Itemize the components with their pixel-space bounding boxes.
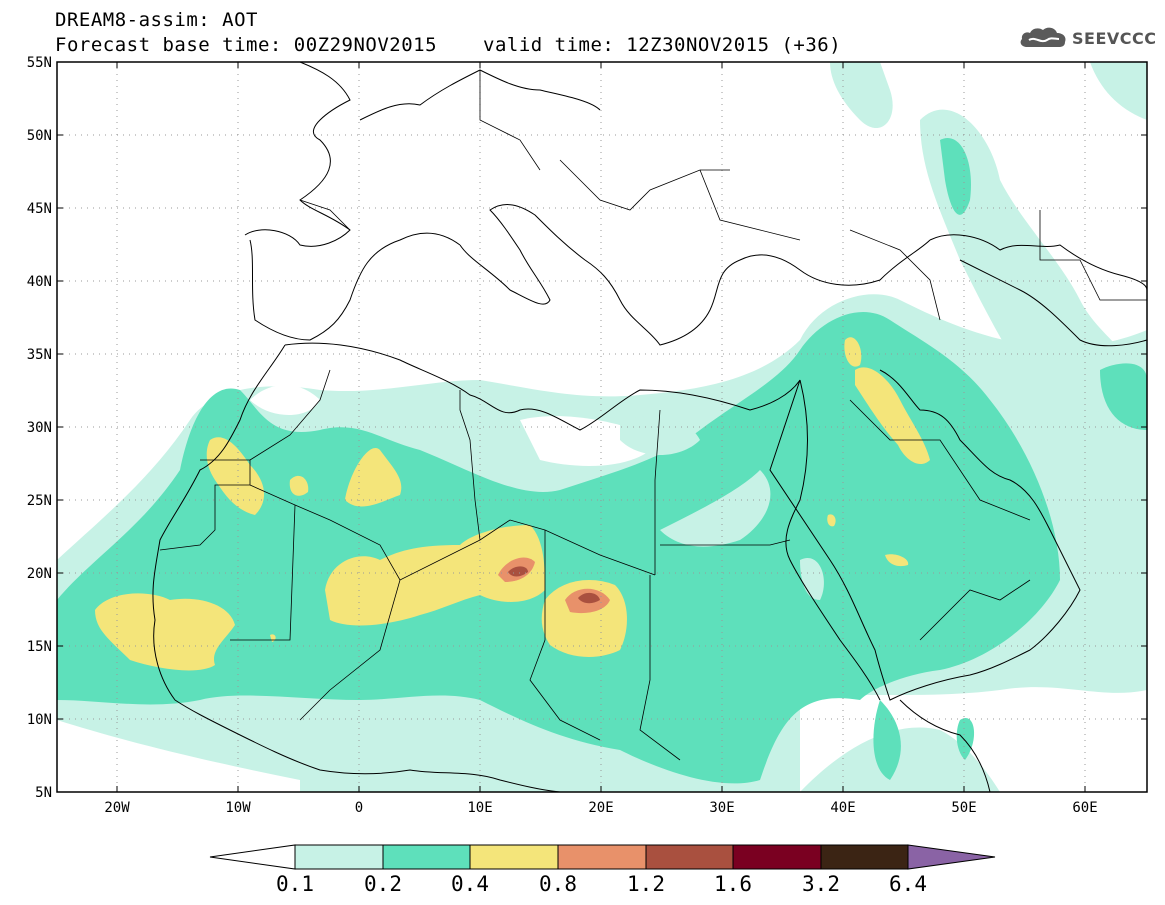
lon-label: 10E: [467, 800, 492, 816]
cloud-icon: [1020, 27, 1066, 47]
lat-label: 15N: [27, 639, 52, 655]
aot-contour-1.2: [508, 566, 600, 604]
lon-label: 60E: [1072, 800, 1097, 816]
aot-contour-0.4: [95, 337, 930, 671]
lon-label: 20W: [104, 800, 130, 816]
forecast-base-time: Forecast base time: 00Z29NOV2015: [55, 34, 438, 56]
borders: [159, 70, 1147, 761]
aot-inner-gaps: [620, 416, 824, 600]
colorbar-label: 1.6: [714, 872, 752, 896]
lat-label: 20N: [27, 566, 52, 582]
colorbar-bin: [557, 844, 647, 870]
lat-label: 30N: [27, 420, 52, 436]
lon-labels: 20W 10W 0 10E 20E 30E 40E 50E 60E: [104, 800, 1097, 816]
lat-label: 55N: [27, 55, 52, 71]
colorbar-bin: [820, 844, 909, 870]
colorbar-bin: [382, 844, 471, 870]
aot-contour-0.2: [57, 138, 1147, 784]
colorbar-label: 0.1: [276, 872, 314, 896]
colorbar-over-arrow: [907, 844, 996, 870]
colorbar-bin: [469, 844, 559, 870]
lat-label: 35N: [27, 347, 52, 363]
aot-field: [57, 62, 1147, 792]
lat-labels: 55N 50N 45N 40N 35N 30N 25N 20N 15N 10N …: [27, 55, 52, 801]
lon-label: 40E: [830, 800, 855, 816]
colorbar-bin: [732, 844, 822, 870]
colorbar-bin: [294, 844, 384, 870]
colorbar-label: 0.8: [539, 872, 577, 896]
colorbar-label: 0.2: [364, 872, 402, 896]
lat-label: 45N: [27, 201, 52, 217]
axis-ticks: [57, 61, 1147, 793]
colorbar-labels: 0.1 0.2 0.4 0.8 1.2 1.6 3.2 6.4: [0, 874, 1165, 902]
colorbar-label: 0.4: [451, 872, 489, 896]
colorbar: [209, 844, 996, 870]
colorbar-label: 1.2: [627, 872, 665, 896]
lon-label: 30E: [709, 800, 734, 816]
lat-label: 5N: [35, 785, 52, 801]
colorbar-under-arrow: [209, 844, 296, 870]
lat-label: 25N: [27, 493, 52, 509]
valid-time: valid time: 12Z30NOV2015 (+36): [483, 34, 842, 56]
lon-label: 0: [355, 800, 363, 816]
lat-label: 40N: [27, 274, 52, 290]
seevccc-logo: SEEVCCC: [1017, 25, 1157, 51]
logo-text: SEEVCCC: [1072, 28, 1157, 48]
lon-label: 10W: [225, 800, 251, 816]
colorbar-label: 6.4: [889, 872, 927, 896]
lon-label: 50E: [951, 800, 976, 816]
lat-label: 10N: [27, 712, 52, 728]
colorbar-label: 3.2: [802, 872, 840, 896]
lat-label: 50N: [27, 128, 52, 144]
map-title: DREAM8-assim: AOT: [55, 9, 258, 31]
lon-label: 20E: [588, 800, 613, 816]
colorbar-bin: [645, 844, 734, 870]
